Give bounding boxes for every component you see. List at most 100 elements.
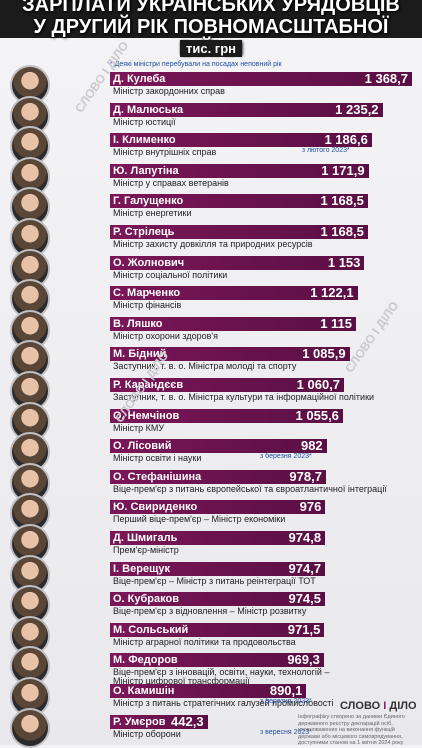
chart-row: Ю. Свириденко 976 Перший віце-прем'єр – Мі… <box>0 493 422 534</box>
chart-row: О. Жолнович 1 153 Міністр соціальної політ… <box>0 248 422 289</box>
role-label: Віце-прем'єр з інновацій, освіти, науки,… <box>113 667 330 678</box>
category-label: С. Марченко <box>113 287 181 300</box>
bar <box>110 225 368 239</box>
date-label: з березня 2023* <box>260 453 312 461</box>
data-label: 1 060,7 <box>296 377 341 392</box>
data-label: 1 115 <box>320 315 353 331</box>
bar <box>110 378 345 392</box>
logo-separator: І <box>383 700 387 712</box>
role-label: Міністр аграрної політики та продовольст… <box>113 636 296 647</box>
bar <box>110 439 327 454</box>
chart-row: О. Кубраков 974,5 Віце-прем'єр з відновлен… <box>0 585 422 626</box>
data-label: 1 171,9 <box>321 162 365 178</box>
logo-text-1: СЛОВО <box>340 700 381 712</box>
bar <box>110 622 325 637</box>
role-label: Прем'єр-міністр <box>113 545 179 555</box>
category-label: Г. Галущенко <box>113 195 184 208</box>
data-label: 969,3 <box>287 652 320 668</box>
chart-row: М. Федоров 969,3 Віце-прем'єр з інновацій,… <box>0 646 422 687</box>
category-label: Д. Шмигаль <box>113 532 178 544</box>
role-label: Міністр соціальної політики <box>113 269 228 280</box>
category-label: О. Стефанішина <box>113 470 202 483</box>
role-label: Міністр оборони <box>113 728 181 739</box>
bar <box>110 194 368 209</box>
chart-row: В. Ляшко 1 115 Міністр охорони здоров'я <box>0 309 422 350</box>
page-subtitle: У ДРУГИЙ РІК ПОВНОМАСШТАБНОЇ ВІЙНИ <box>0 16 422 60</box>
data-label: 974,5 <box>288 591 322 607</box>
role-label: Міністр фінансів <box>113 300 182 311</box>
role-label: Міністр у справах ветеранів <box>113 177 229 188</box>
data-label: 974,8 <box>288 530 322 545</box>
data-label: 1 186,6 <box>324 132 368 148</box>
category-label: М. Сольський <box>113 623 189 636</box>
chart-row: О. Лісовий 982 Міністр освіти і науки з бер… <box>0 432 422 473</box>
chart-row: І. Клименко 1 186,6 Міністр внутрішніх спр… <box>0 126 422 167</box>
category-label: О. Камишін <box>113 685 175 697</box>
chart-row: Д. Малюська 1 235,2 Міністр юстиції <box>0 95 422 136</box>
bar <box>110 469 326 484</box>
data-label: 1 153 <box>327 254 361 270</box>
category-label: Д. Малюська <box>113 103 184 116</box>
role-label: Міністр юстиції <box>113 116 176 127</box>
bar <box>110 72 412 86</box>
category-label: М. Бідний <box>113 348 167 361</box>
chart-row: Р. Карандєєв 1 060,7 Заступник, т. в. о. М… <box>0 371 422 411</box>
logo-text-2: ДІЛО <box>389 700 417 712</box>
bar <box>110 286 358 301</box>
chart-row: О. Камишін 890,1 Міністр з питань стратегі… <box>0 677 422 717</box>
page-title: ЗАРПЛАТИ УКРАЇНСЬКИХ УРЯДОВЦІВ <box>0 0 422 16</box>
chart-row: Д. Кулеба 1 368,7 Міністр закордонних спра… <box>0 65 422 105</box>
data-label: 442,3 <box>171 713 204 729</box>
category-label: В. Ляшко <box>113 317 163 330</box>
brand-logo: СЛОВО І ДІЛО <box>340 700 417 712</box>
category-label: О. Лісовий <box>113 440 172 453</box>
data-label: 1 122,1 <box>310 285 354 301</box>
category-label: О. Немчінов <box>113 409 180 422</box>
data-label: 982 <box>300 438 323 454</box>
bar <box>110 133 372 148</box>
data-label: 1 235,2 <box>335 101 379 117</box>
unit-label: тис. грн <box>180 40 242 57</box>
bar <box>110 592 326 607</box>
category-label: М. Федоров <box>113 654 178 667</box>
data-label: 974,7 <box>288 560 322 576</box>
data-label: 890,1 <box>269 683 303 698</box>
category-label: Р. Стрілець <box>113 226 175 238</box>
chart-row: М. Сольський 971,5 Міністр аграрної політи… <box>0 615 422 656</box>
data-label: 1 168,5 <box>320 193 364 209</box>
bar <box>110 531 326 545</box>
role-label: Міністр охорони здоров'я <box>113 330 218 341</box>
data-label: 1 368,7 <box>364 71 408 86</box>
bar <box>110 347 350 362</box>
chart-row: Д. Шмигаль 974,8 Прем'єр-міністр <box>0 524 422 564</box>
bar <box>110 653 324 668</box>
category-label: Р. Карандєєв <box>113 379 184 391</box>
role-label: Міністр енергетики <box>113 208 192 219</box>
chart-row: Ю. Лапутіна 1 171,9 Міністр у справах вете… <box>0 156 422 197</box>
data-label: 1 168,5 <box>320 224 364 239</box>
role-label: Віце-прем'єр з відновлення – Міністр роз… <box>113 606 307 617</box>
footnote-label: * Деякі міністри перебували на посадах н… <box>110 61 282 68</box>
data-label: 971,5 <box>287 621 321 637</box>
chart-row: Г. Галущенко 1 168,5 Міністр енергетики <box>0 187 422 228</box>
bar <box>110 255 365 270</box>
bar <box>110 316 357 331</box>
data-label: 1 085,9 <box>302 346 346 362</box>
date-label: з вересня 2023* <box>260 728 312 736</box>
bar <box>110 408 343 423</box>
bar <box>110 500 326 515</box>
chart-row: О. Немчінов 1 055,6 Міністр КМУ <box>0 401 422 442</box>
category-label: І. Клименко <box>113 134 176 147</box>
category-label: Д. Кулеба <box>113 73 166 85</box>
source-note: Інфографіку створено за даними Єдиного д… <box>298 714 405 746</box>
role-label: Віце-прем'єр з питань європейської та єв… <box>113 483 387 494</box>
data-label: 1 055,6 <box>295 407 339 423</box>
avatar <box>10 554 50 595</box>
role-label: Міністр захисту довкілля та природних ре… <box>113 239 313 249</box>
role-label: Міністр закордонних справ <box>113 86 225 96</box>
data-label: 978,7 <box>289 468 322 484</box>
category-label: О. Кубраков <box>113 593 179 606</box>
role-label: Міністр цифрової трансформації <box>113 676 250 687</box>
role-label: Міністр внутрішніх справ <box>113 147 217 158</box>
bar <box>110 561 326 576</box>
